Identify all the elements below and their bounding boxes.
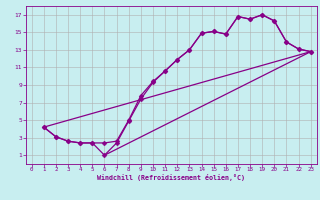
X-axis label: Windchill (Refroidissement éolien,°C): Windchill (Refroidissement éolien,°C)	[97, 174, 245, 181]
